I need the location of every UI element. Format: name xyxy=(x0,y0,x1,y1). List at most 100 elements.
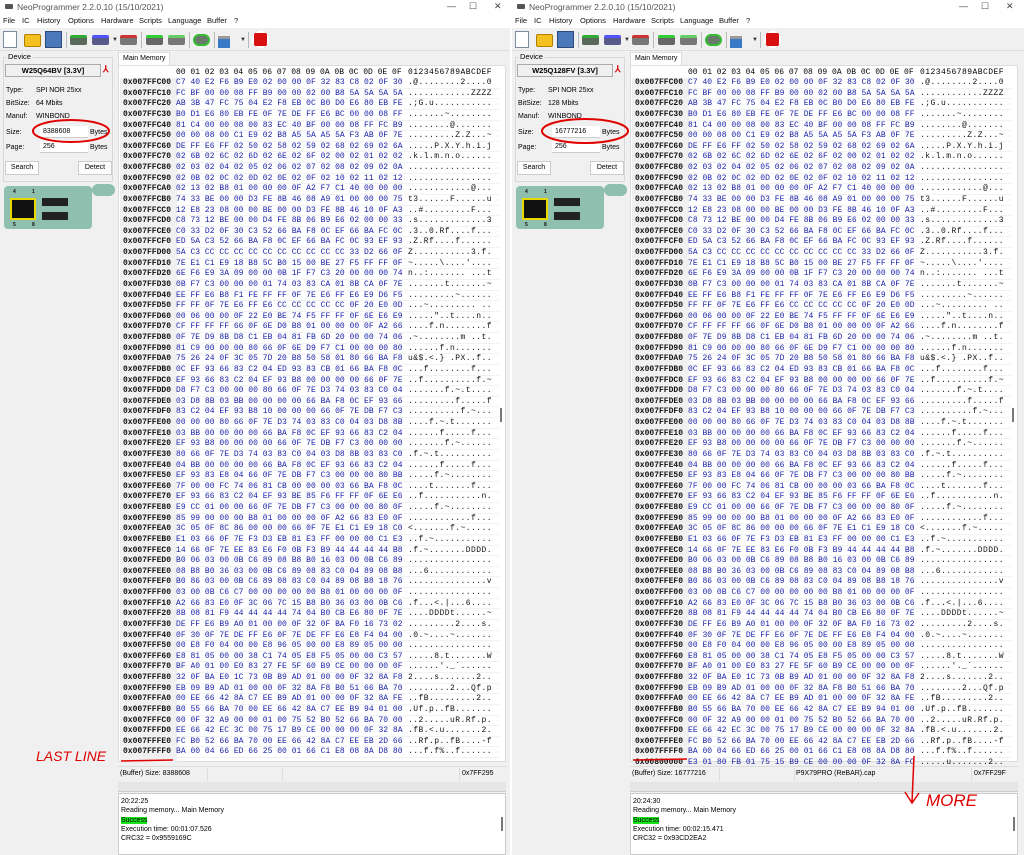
hex-row[interactable]: 0x007FFF10 A2 66 83 E0 0F 3C 06 7C 15 B8 … xyxy=(119,599,499,610)
hex-row[interactable]: 0x007FFFB0 B0 55 66 BA 70 00 EE 66 42 8A … xyxy=(119,705,499,716)
hex-row[interactable]: 0x007FFF40 0F 30 0F 7E DE FF E6 0F 7E DE … xyxy=(119,631,499,642)
hex-row[interactable]: 0x00800000 E3 01 80 FB 01 75 15 B9 CE 00 … xyxy=(631,758,1011,769)
hex-row[interactable]: 0x007FFE60 7F 00 00 FC 74 06 81 CB 00 00 … xyxy=(119,482,499,493)
erase-chip-icon[interactable] xyxy=(120,35,137,45)
blank-check-icon[interactable] xyxy=(168,35,185,45)
hex-row[interactable]: 0x007FFFE0 FC B0 52 66 BA 70 00 EE 66 42 … xyxy=(631,737,1011,748)
menu-options[interactable]: Options xyxy=(68,16,94,25)
hex-row[interactable]: 0x007FFE50 EF 93 83 E8 04 66 0F 7E DB F7 … xyxy=(631,471,1011,482)
write-chip-icon[interactable] xyxy=(92,35,109,45)
chip-name-field[interactable]: W25Q128FV [3.3V] xyxy=(517,64,613,77)
hex-row[interactable]: 0x007FFCE0 C0 33 D2 0F 30 C3 52 66 BA F8 … xyxy=(631,227,1011,238)
minimize-button[interactable]: — xyxy=(447,1,456,11)
menu-history[interactable]: History xyxy=(549,16,573,25)
hex-row[interactable]: 0x007FFCD0 C8 73 12 BE 00 00 D4 FE 8B 06 … xyxy=(119,216,499,227)
hex-row[interactable]: 0x007FFF00 03 00 0B C6 C7 00 00 00 00 00 … xyxy=(631,588,1011,599)
hex-row[interactable]: 0x007FFEE0 08 B8 B0 36 03 00 0B C6 89 08 … xyxy=(631,567,1011,578)
hex-row[interactable]: 0x007FFF40 0F 30 0F 7E DE FF E6 0F 7E DE … xyxy=(631,631,1011,642)
hex-row[interactable]: 0x007FFDF0 83 C2 04 EF 93 B8 10 00 00 00 … xyxy=(119,407,499,418)
hex-row[interactable]: 0x007FFF90 EB 09 B9 AD 01 00 00 0F 32 8A … xyxy=(631,684,1011,695)
auto-program-icon[interactable] xyxy=(193,34,210,46)
search-button[interactable]: Search xyxy=(5,161,39,175)
hex-row[interactable]: 0x007FFD60 00 06 00 00 0F 22 E0 BE 74 F5 … xyxy=(631,312,1011,323)
hex-row[interactable]: 0x007FFD90 81 C9 00 00 00 80 66 0F 6E D9 … xyxy=(119,344,499,355)
hex-row[interactable]: 0x007FFF20 8B 08 81 F9 44 44 44 44 74 04 … xyxy=(119,609,499,620)
menu-file[interactable]: File xyxy=(515,16,528,25)
hex-row[interactable]: 0x007FFCA0 02 13 02 B8 01 00 00 00 0F A2 … xyxy=(631,184,1011,195)
hex-row[interactable]: 0x007FFF90 EB 09 B9 AD 01 00 00 0F 32 8A … xyxy=(119,684,499,695)
log-scrollbar[interactable] xyxy=(1013,817,1015,831)
hex-row[interactable]: 0x007FFE00 00 00 00 80 66 0F 7E D3 74 03 … xyxy=(631,418,1011,429)
hex-row[interactable]: 0x007FFF50 00 E8 F0 04 00 00 E8 96 05 00 … xyxy=(631,641,1011,652)
hex-row[interactable]: 0x007FFE80 E9 CC 01 00 00 66 0F 7E DB F7 … xyxy=(631,503,1011,514)
hex-row[interactable]: 0x007FFDA0 75 26 24 0F 3C 05 7D 20 B8 50 … xyxy=(631,354,1011,365)
hex-row[interactable]: 0x007FFFE0 FC B0 52 66 BA 70 00 EE 66 42 … xyxy=(119,737,499,748)
page-field[interactable]: 256 xyxy=(40,141,88,153)
hex-row[interactable]: 0x007FFFB0 B0 55 66 BA 70 00 EE 66 42 8A … xyxy=(631,705,1011,716)
open-folder-icon[interactable] xyxy=(24,34,41,47)
hex-row[interactable]: 0x007FFE70 EF 93 66 83 C2 04 EF 93 BE 85 … xyxy=(631,492,1011,503)
hex-row[interactable]: 0x007FFC60 DE FF E6 FF 02 50 02 58 02 59 … xyxy=(119,142,499,153)
hex-row[interactable]: 0x007FFDC0 EF 93 66 83 C2 04 EF 93 B8 00 … xyxy=(631,376,1011,387)
hex-row[interactable]: 0x007FFCB0 74 33 BE 00 00 D3 FE 8B 46 08 … xyxy=(119,195,499,206)
menu-language[interactable]: Language xyxy=(168,16,202,25)
hex-row[interactable]: 0x007FFCD0 C8 73 12 BE 00 00 D4 FE 8B 06 … xyxy=(631,216,1011,227)
hex-editor[interactable]: 00 01 02 03 04 05 06 07 08 09 0A 0B 0C 0… xyxy=(118,65,506,762)
splitter[interactable] xyxy=(118,782,506,792)
hex-row[interactable]: 0x007FFE70 EF 93 66 83 C2 04 EF 93 BE 85 … xyxy=(119,492,499,503)
hex-row[interactable]: 0x007FFE30 80 66 0F 7E D3 74 03 83 C0 04 … xyxy=(119,450,499,461)
hex-row[interactable]: 0x007FFEF0 B0 86 03 00 0B C6 89 08 83 C0 … xyxy=(631,577,1011,588)
hex-row[interactable]: 0x007FFE50 EF 93 83 E8 04 66 0F 7E DB F7 … xyxy=(119,471,499,482)
hex-row[interactable]: 0x007FFCC0 12 E8 23 08 00 00 BE 00 00 D3 … xyxy=(631,206,1011,217)
stop-icon[interactable] xyxy=(764,31,781,48)
hex-row[interactable]: 0x007FFEC0 14 66 0F 7E EE 83 E6 F0 0B F3 … xyxy=(119,546,499,557)
new-file-icon[interactable] xyxy=(3,31,17,48)
hex-row[interactable]: 0x007FFED0 B0 06 03 00 0B C6 89 08 B8 B0 … xyxy=(119,556,499,567)
hex-row[interactable]: 0x007FFCF0 ED 5A C3 52 66 BA F8 0C EF 66 … xyxy=(119,237,499,248)
hex-row[interactable]: 0x007FFC10 FC BF 00 00 08 FF B9 00 00 02 … xyxy=(631,89,1011,100)
hex-row[interactable]: 0x007FFD00 5A C3 CC CC CC CC CC CC CC CC … xyxy=(631,248,1011,259)
menu-hardware[interactable]: Hardware xyxy=(613,16,646,25)
hex-row[interactable]: 0x007FFFD0 EE 66 42 EC 3C 00 75 17 B9 CE … xyxy=(119,726,499,737)
hex-editor[interactable]: 00 01 02 03 04 05 06 07 08 09 0A 0B 0C 0… xyxy=(630,65,1018,769)
log-scrollbar[interactable] xyxy=(501,817,503,831)
hex-row[interactable]: 0x007FFFA0 00 EE 66 42 8A C7 EE B9 AD 01 … xyxy=(631,694,1011,705)
hex-row[interactable]: 0x007FFD40 EE FF E6 B8 F1 FE FF FF 0F 7E … xyxy=(119,291,499,302)
pdf-datasheet-icon[interactable]: ⅄ xyxy=(615,64,621,74)
hex-row[interactable]: 0x007FFC90 02 0B 02 0C 02 0D 02 0E 02 0F … xyxy=(631,174,1011,185)
hex-row[interactable]: 0x007FFF60 E8 81 05 00 00 38 C1 74 05 E8 … xyxy=(119,652,499,663)
hex-row[interactable]: 0x007FFD30 0B F7 C3 00 00 00 01 74 03 83 … xyxy=(631,280,1011,291)
hex-row[interactable]: 0x007FFDE0 03 D8 8B 03 BB 00 00 00 00 66 … xyxy=(119,397,499,408)
hex-row[interactable]: 0x007FFD10 7E E1 C1 E9 18 B8 5C B0 15 00 … xyxy=(119,259,499,270)
hex-row[interactable]: 0x007FFD00 5A C3 CC CC CC CC CC CC CC CC … xyxy=(119,248,499,259)
hex-row[interactable]: 0x007FFCE0 C0 33 D2 0F 30 C3 52 66 BA F8 … xyxy=(119,227,499,238)
hex-row[interactable]: 0x007FFDE0 03 D8 8B 03 BB 00 00 00 00 66 … xyxy=(631,397,1011,408)
hex-row[interactable]: 0x007FFC80 02 03 02 04 02 05 02 06 02 07 … xyxy=(119,163,499,174)
hex-row[interactable]: 0x007FFE90 85 99 00 00 00 B8 01 00 00 00 … xyxy=(119,514,499,525)
hex-row[interactable]: 0x007FFC30 B0 D1 E6 80 EB FE 0F 7E DE FF … xyxy=(631,110,1011,121)
scrollbar-thumb[interactable] xyxy=(1012,408,1014,422)
menu-help[interactable]: ? xyxy=(746,16,751,25)
hex-row[interactable]: 0x007FFE60 7F 00 00 FC 74 06 81 CB 00 00 … xyxy=(631,482,1011,493)
menu-help[interactable]: ? xyxy=(234,16,239,25)
write-chip-icon[interactable] xyxy=(604,35,621,45)
hex-row[interactable]: 0x007FFEA0 3C 05 0F 8C 86 00 00 00 66 0F … xyxy=(631,524,1011,535)
detect-button[interactable]: Detect xyxy=(78,161,112,175)
hex-row[interactable]: 0x007FFEB0 E1 03 66 0F 7E F3 D3 EB 81 E3 … xyxy=(631,535,1011,546)
menu-buffer[interactable]: Buffer xyxy=(207,16,227,25)
hex-row[interactable]: 0x007FFEC0 14 66 0F 7E EE 83 E6 F0 0B F3 … xyxy=(631,546,1011,557)
read-chip-icon[interactable] xyxy=(70,35,87,45)
menu-scripts[interactable]: Scripts xyxy=(139,16,162,25)
scrollbar-thumb[interactable] xyxy=(500,408,502,422)
hex-row[interactable]: 0x007FFE90 85 99 00 00 00 B8 01 00 00 00 … xyxy=(631,514,1011,525)
hex-row[interactable]: 0x007FFF30 DE FF E6 B9 A0 01 00 00 0F 32 … xyxy=(119,620,499,631)
hex-row[interactable]: 0x007FFC00 C7 40 E2 F6 B9 E0 02 00 00 0F … xyxy=(119,78,499,89)
splitter[interactable] xyxy=(630,782,1018,792)
hex-row[interactable]: 0x007FFD80 0F 7E D9 8B D8 C1 EB 04 81 FB … xyxy=(119,333,499,344)
pdf-datasheet-icon[interactable]: ⅄ xyxy=(103,64,109,74)
chevron-down-icon[interactable]: ▼ xyxy=(752,37,758,43)
hex-row[interactable]: 0x007FFDB0 0C EF 93 66 83 C2 04 ED 93 83 … xyxy=(631,365,1011,376)
save-icon[interactable] xyxy=(557,31,574,48)
hex-row[interactable]: 0x007FFD30 0B F7 C3 00 00 00 01 74 03 83 … xyxy=(119,280,499,291)
hex-row[interactable]: 0x007FFF00 03 00 0B C6 C7 00 00 00 00 00 … xyxy=(119,588,499,599)
